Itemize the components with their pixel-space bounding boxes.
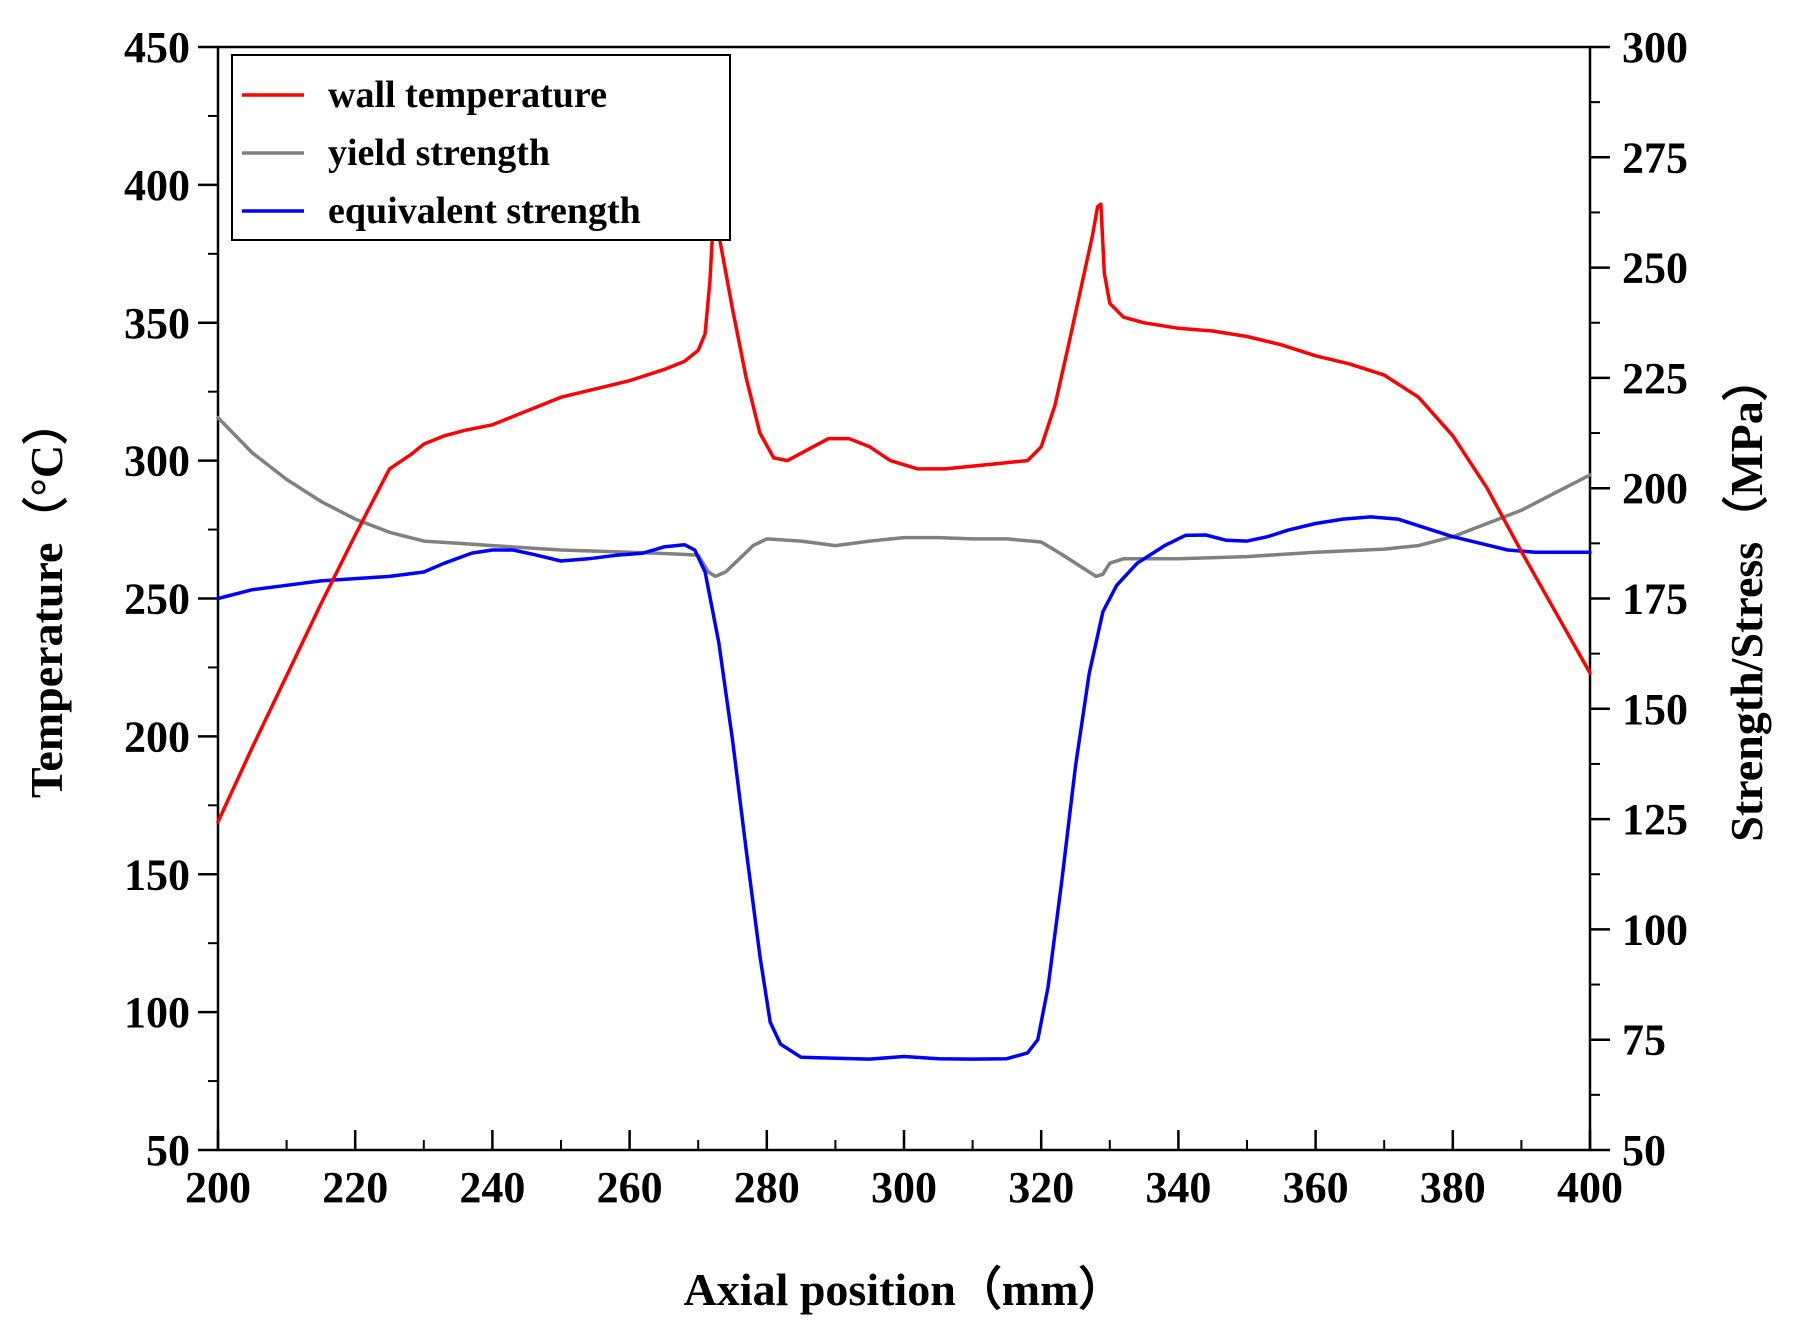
y-right-tick-label: 300 [1622,23,1688,72]
x-axis-title: Axial position（mm） [684,1264,1125,1315]
x-tick-label: 400 [1557,1163,1623,1212]
y-left-tick-label: 350 [124,299,190,348]
y-axis-left-title: Temperature（°C） [21,399,72,798]
x-tick-label: 380 [1420,1163,1486,1212]
x-tick-label: 280 [734,1163,800,1212]
y-right-tick-label: 75 [1622,1016,1666,1065]
legend-label: wall temperature [328,74,607,116]
y-right-tick-label: 100 [1622,905,1688,954]
y-left-tick-label: 300 [124,437,190,486]
yield-strength-line [216,415,1592,579]
x-tick-label: 260 [597,1163,663,1212]
y-right-tick-label: 250 [1622,244,1688,293]
x-tick-label: 360 [1283,1163,1349,1212]
x-tick-label: 320 [1008,1163,1074,1212]
x-tick-label: 220 [322,1163,388,1212]
legend-box [231,54,731,241]
series-layer [216,202,1592,1061]
y-left-tick-label: 150 [124,850,190,899]
y-left-tick-label: 50 [146,1126,190,1175]
y-right-tick-label: 175 [1622,575,1688,624]
y-left-tick-label: 200 [124,712,190,761]
wall-temperature-line [216,202,1592,824]
x-tick-label: 240 [459,1163,525,1212]
y-right-tick-label: 50 [1622,1126,1666,1175]
y-left-tick-label: 450 [124,23,190,72]
y-axis-right-title: Strength/Stress（MPa） [1721,355,1772,841]
y-right-tick-label: 200 [1622,464,1688,513]
y-right-tick-label: 275 [1622,133,1688,182]
legend: wall temperature yield strength equivalent… [231,54,731,241]
x-tick-label: 200 [185,1163,251,1212]
y-right-tick-label: 225 [1622,354,1688,403]
y-left-tick-label: 250 [124,575,190,624]
y-left-tick-label: 100 [124,988,190,1037]
y-right-tick-label: 150 [1622,685,1688,734]
ticks: 200 220 240 260 280 300 320 340 360 380 4005010015… [124,23,1688,1212]
x-tick-label: 340 [1145,1163,1211,1212]
equivalent-strength-line [216,515,1592,1061]
x-tick-label: 300 [871,1163,937,1212]
y-left-tick-label: 400 [124,161,190,210]
y-right-tick-label: 125 [1622,795,1688,844]
legend-label: yield strength [328,132,550,174]
legend-label: equivalent strength [328,190,641,232]
